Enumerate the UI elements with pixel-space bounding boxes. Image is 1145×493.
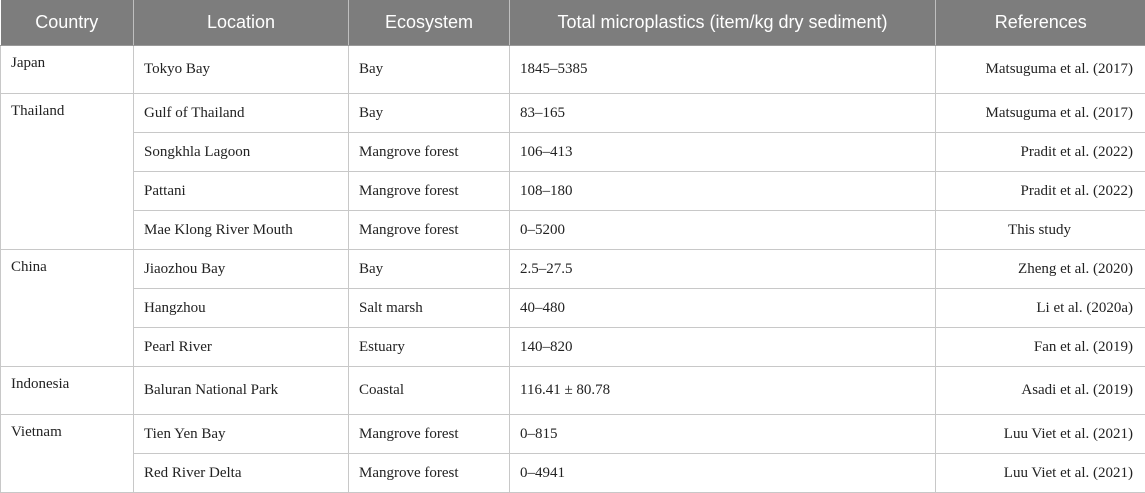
- cell-location: Hangzhou: [134, 289, 349, 328]
- cell-total: 116.41 ± 80.78: [510, 367, 936, 415]
- table-row: Indonesia Baluran National Park Coastal …: [1, 367, 1145, 415]
- cell-ecosystem: Mangrove forest: [349, 172, 510, 211]
- header-country: Country: [1, 0, 134, 46]
- cell-reference: Matsuguma et al. (2017): [936, 94, 1145, 133]
- table-row: Vietnam Tien Yen Bay Mangrove forest 0–8…: [1, 415, 1145, 454]
- header-location: Location: [134, 0, 349, 46]
- cell-ecosystem: Estuary: [349, 328, 510, 367]
- cell-ecosystem: Bay: [349, 250, 510, 289]
- cell-location: Jiaozhou Bay: [134, 250, 349, 289]
- table-row: Pearl River Estuary 140–820 Fan et al. (…: [1, 328, 1145, 367]
- cell-location: Pattani: [134, 172, 349, 211]
- cell-country: Thailand: [1, 94, 134, 250]
- cell-location: Red River Delta: [134, 454, 349, 493]
- header-total-microplastics: Total microplastics (item/kg dry sedimen…: [510, 0, 936, 46]
- cell-location: Baluran National Park: [134, 367, 349, 415]
- table-row: Mae Klong River Mouth Mangrove forest 0–…: [1, 211, 1145, 250]
- cell-total: 108–180: [510, 172, 936, 211]
- cell-reference: Pradit et al. (2022): [936, 172, 1145, 211]
- header-row: Country Location Ecosystem Total micropl…: [1, 0, 1145, 46]
- cell-reference: Luu Viet et al. (2021): [936, 415, 1145, 454]
- cell-ecosystem: Mangrove forest: [349, 211, 510, 250]
- cell-location: Pearl River: [134, 328, 349, 367]
- cell-country: Japan: [1, 46, 134, 94]
- header-ecosystem: Ecosystem: [349, 0, 510, 46]
- cell-total: 83–165: [510, 94, 936, 133]
- cell-ecosystem: Bay: [349, 46, 510, 94]
- cell-reference: Zheng et al. (2020): [936, 250, 1145, 289]
- table-row: China Jiaozhou Bay Bay 2.5–27.5 Zheng et…: [1, 250, 1145, 289]
- table-row: Songkhla Lagoon Mangrove forest 106–413 …: [1, 133, 1145, 172]
- cell-total: 140–820: [510, 328, 936, 367]
- table-row: Red River Delta Mangrove forest 0–4941 L…: [1, 454, 1145, 493]
- table-row: Hangzhou Salt marsh 40–480 Li et al. (20…: [1, 289, 1145, 328]
- cell-total: 40–480: [510, 289, 936, 328]
- cell-reference: Pradit et al. (2022): [936, 133, 1145, 172]
- cell-ecosystem: Mangrove forest: [349, 415, 510, 454]
- cell-reference: Matsuguma et al. (2017): [936, 46, 1145, 94]
- cell-location: Songkhla Lagoon: [134, 133, 349, 172]
- cell-location: Tokyo Bay: [134, 46, 349, 94]
- cell-ecosystem: Mangrove forest: [349, 454, 510, 493]
- cell-reference: This study: [936, 211, 1145, 250]
- cell-total: 106–413: [510, 133, 936, 172]
- table-row: Thailand Gulf of Thailand Bay 83–165 Mat…: [1, 94, 1145, 133]
- cell-ecosystem: Coastal: [349, 367, 510, 415]
- cell-location: Tien Yen Bay: [134, 415, 349, 454]
- cell-reference: Li et al. (2020a): [936, 289, 1145, 328]
- cell-ecosystem: Mangrove forest: [349, 133, 510, 172]
- table-body: Japan Tokyo Bay Bay 1845–5385 Matsuguma …: [1, 46, 1145, 493]
- cell-total: 0–815: [510, 415, 936, 454]
- cell-country: Vietnam: [1, 415, 134, 493]
- cell-total: 0–4941: [510, 454, 936, 493]
- cell-reference: Luu Viet et al. (2021): [936, 454, 1145, 493]
- header-references: References: [936, 0, 1145, 46]
- table-row: Japan Tokyo Bay Bay 1845–5385 Matsuguma …: [1, 46, 1145, 94]
- cell-reference: Asadi et al. (2019): [936, 367, 1145, 415]
- table-header: Country Location Ecosystem Total micropl…: [1, 0, 1145, 46]
- cell-total: 0–5200: [510, 211, 936, 250]
- cell-location: Gulf of Thailand: [134, 94, 349, 133]
- cell-country: Indonesia: [1, 367, 134, 415]
- cell-country: China: [1, 250, 134, 367]
- cell-reference: Fan et al. (2019): [936, 328, 1145, 367]
- table-row: Pattani Mangrove forest 108–180 Pradit e…: [1, 172, 1145, 211]
- cell-ecosystem: Bay: [349, 94, 510, 133]
- cell-total: 1845–5385: [510, 46, 936, 94]
- cell-location: Mae Klong River Mouth: [134, 211, 349, 250]
- cell-ecosystem: Salt marsh: [349, 289, 510, 328]
- cell-total: 2.5–27.5: [510, 250, 936, 289]
